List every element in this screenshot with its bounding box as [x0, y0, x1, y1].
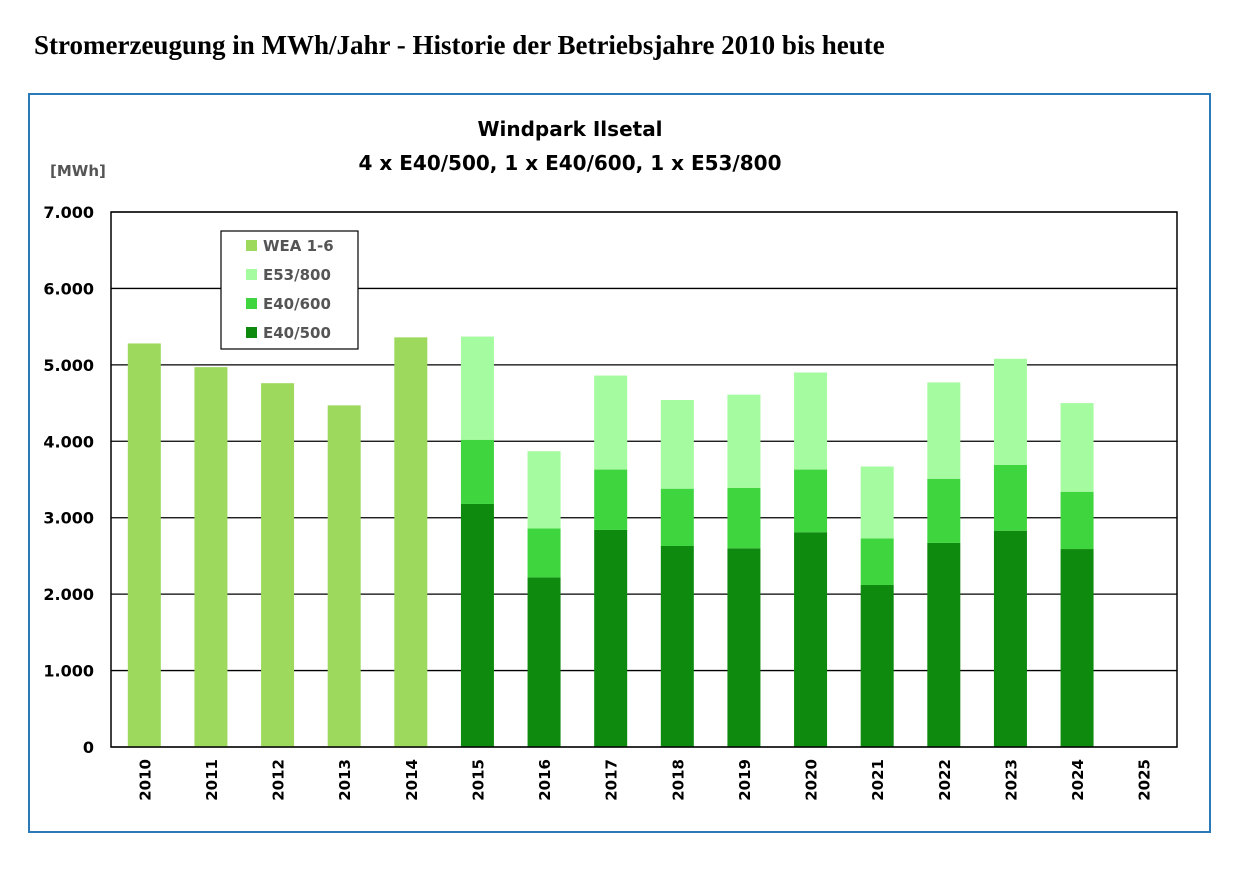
y-tick-label: 1.000	[43, 662, 94, 681]
x-tick-label: 2019	[736, 759, 754, 801]
y-tick-label: 6.000	[43, 279, 94, 298]
bar-e40-600-2022	[927, 478, 961, 543]
y-tick-label: 4.000	[43, 432, 94, 451]
x-tick-label: 2014	[403, 759, 421, 801]
bar-e53-800-2019	[727, 394, 761, 488]
y-tick-label: 3.000	[43, 509, 94, 528]
x-tick-label: 2025	[1136, 759, 1154, 801]
legend-swatch	[246, 298, 257, 309]
x-tick-label: 2017	[603, 759, 621, 801]
bar-e40-600-2017	[594, 469, 628, 530]
y-tick-label: 0	[83, 738, 94, 757]
x-tick-label: 2018	[669, 759, 687, 801]
bar-wea-1-6-2012	[261, 383, 295, 747]
legend-swatch	[246, 327, 257, 338]
bar-e40-500-2020	[794, 532, 828, 747]
bar-e40-500-2017	[594, 529, 628, 747]
chart-title: Windpark Ilsetal	[477, 117, 662, 141]
bar-e40-600-2019	[727, 487, 761, 549]
x-tick-label: 2021	[869, 759, 887, 801]
y-tick-label: 5.000	[43, 356, 94, 375]
bar-e53-800-2022	[927, 382, 961, 479]
bar-e40-600-2020	[794, 469, 828, 533]
bar-e40-500-2021	[860, 584, 894, 747]
y-tick-label: 7.000	[43, 203, 94, 222]
bar-e40-600-2024	[1060, 491, 1094, 550]
bar-e53-800-2018	[660, 400, 694, 489]
bar-e40-500-2019	[727, 548, 761, 747]
x-tick-label: 2010	[136, 759, 154, 801]
x-tick-label: 2012	[270, 759, 288, 801]
x-tick-label: 2020	[803, 759, 821, 801]
bar-wea-1-6-2014	[394, 337, 428, 747]
bar-wea-1-6-2011	[194, 367, 228, 747]
legend-label: E40/500	[263, 324, 331, 342]
bar-e40-500-2016	[527, 577, 561, 747]
x-tick-label: 2013	[336, 759, 354, 801]
legend-box	[220, 230, 359, 350]
bar-wea-1-6-2013	[327, 405, 361, 747]
bar-e53-800-2021	[860, 466, 894, 539]
bar-e53-800-2020	[794, 372, 828, 470]
bar-e40-600-2021	[860, 538, 894, 585]
page-title: Stromerzeugung in MWh/Jahr - Historie de…	[34, 30, 885, 60]
bar-e53-800-2024	[1060, 403, 1094, 492]
bar-e40-500-2015	[460, 503, 494, 747]
x-tick-label: 2016	[536, 759, 554, 801]
x-tick-label: 2015	[469, 759, 487, 801]
y-axis-label: [MWh]	[50, 162, 106, 180]
bar-e53-800-2017	[594, 375, 628, 470]
chart-subtitle: 4 x E40/500, 1 x E40/600, 1 x E53/800	[359, 151, 782, 175]
bar-e53-800-2015	[460, 336, 494, 440]
x-tick-label: 2011	[203, 759, 221, 801]
bar-wea-1-6-2010	[127, 343, 161, 747]
bar-e40-500-2018	[660, 545, 694, 747]
y-tick-label: 2.000	[43, 585, 94, 604]
bar-e40-600-2018	[660, 488, 694, 546]
bar-e53-800-2016	[527, 451, 561, 529]
x-tick-label: 2022	[936, 759, 954, 801]
x-tick-label: 2024	[1069, 759, 1087, 801]
x-tick-label: 2023	[1002, 759, 1020, 801]
bar-e40-600-2023	[993, 464, 1027, 531]
chart-frame	[28, 93, 1211, 833]
legend-label: E40/600	[263, 295, 331, 313]
bar-e40-500-2022	[927, 542, 961, 747]
legend-swatch	[246, 240, 257, 251]
legend-swatch	[246, 269, 257, 280]
bar-e40-600-2015	[460, 439, 494, 504]
legend-label: WEA 1-6	[263, 237, 334, 255]
legend-label: E53/800	[263, 266, 331, 284]
bar-e40-600-2016	[527, 528, 561, 578]
plot-area	[110, 211, 1178, 748]
bar-e40-500-2023	[993, 530, 1027, 747]
bar-e40-500-2024	[1060, 549, 1094, 747]
bar-e53-800-2023	[993, 358, 1027, 465]
